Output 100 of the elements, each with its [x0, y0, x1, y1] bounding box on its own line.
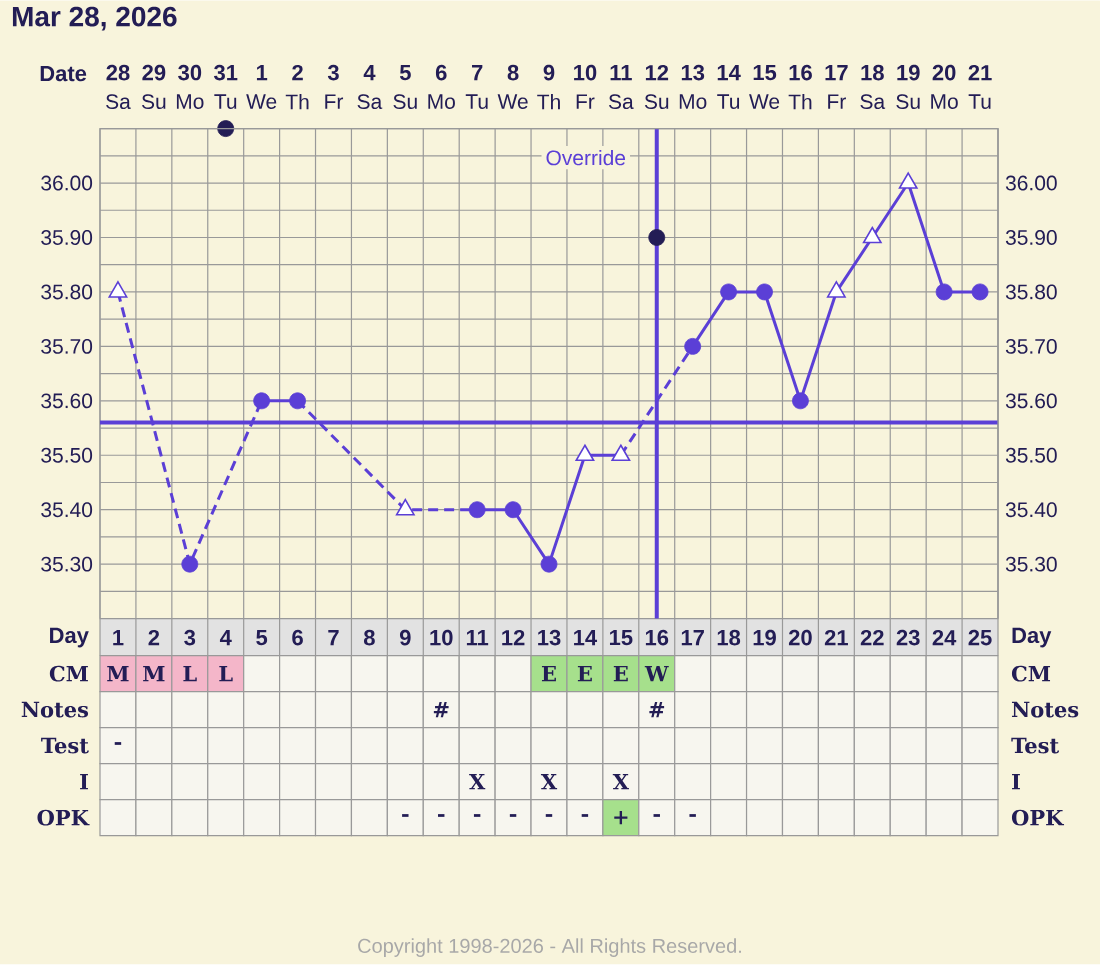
- category-label: OPK: [1011, 809, 1065, 826]
- ref-line-label: Override: [546, 150, 626, 166]
- x2-tick-label: 15: [753, 65, 777, 81]
- text: Day: [1012, 627, 1052, 648]
- text: Th: [537, 94, 560, 110]
- y2-tick-label: 35.60: [1005, 393, 1057, 409]
- y2-tick-label: 35.70: [1005, 339, 1057, 355]
- x2-tick-label: 12: [645, 65, 669, 81]
- text: Tu: [968, 94, 991, 110]
- x2-tick-label: 3: [327, 65, 339, 81]
- text: We: [497, 94, 528, 110]
- text: Fr: [576, 94, 595, 110]
- x2-tick-label: 31: [214, 65, 238, 81]
- y2-tick-label: 36.00: [1005, 175, 1057, 191]
- x-tick-label: 9: [399, 630, 411, 646]
- x2-tick-label: 9: [543, 65, 555, 81]
- text: Sa: [860, 94, 886, 110]
- y-tick-label: 35.80: [41, 284, 93, 300]
- x-tick-label: 3: [184, 630, 196, 646]
- category-label: CM: [49, 665, 88, 682]
- text: W: [644, 666, 669, 682]
- text: X: [540, 774, 558, 790]
- y-tick-label: 35.60: [41, 393, 93, 409]
- point: [504, 501, 522, 519]
- x-tick-label: 4: [219, 630, 232, 646]
- x2-tick-label: 29: [142, 65, 166, 81]
- x-tick-label: 10: [430, 630, 453, 646]
- text: L: [183, 666, 197, 682]
- x2-tick-label: 18: [861, 65, 884, 81]
- x-tick-label: 13: [538, 630, 561, 646]
- x2-tick-label: 7: [472, 65, 483, 81]
- text: -: [545, 814, 553, 818]
- y2-tick-label: 35.80: [1005, 284, 1057, 300]
- y-tick-label: 35.90: [41, 230, 93, 246]
- x-tick-label: 6: [292, 630, 303, 646]
- chart-title: Mar 28, 2026: [12, 6, 177, 31]
- text: Mo: [428, 94, 455, 110]
- text: Th: [285, 94, 309, 110]
- point: [684, 338, 702, 355]
- x-tick-label: 22: [860, 630, 884, 646]
- x-tick-label: 25: [968, 630, 992, 646]
- x-tick-label: 21: [824, 630, 848, 646]
- text: Sa: [106, 94, 131, 110]
- point: [253, 392, 271, 410]
- x-tick-label: 1: [113, 630, 124, 646]
- x2-tick-label: 16: [789, 65, 812, 81]
- text: Mo: [176, 94, 204, 110]
- x-tick-label: 14: [574, 630, 598, 646]
- category-label: Notes: [21, 702, 89, 718]
- text: Tu: [465, 94, 488, 110]
- category-label: I: [1012, 774, 1020, 790]
- text: -: [653, 814, 660, 818]
- text: Tu: [717, 94, 740, 110]
- text: E: [577, 666, 592, 682]
- x-tick-label: 23: [896, 630, 920, 646]
- x2-tick-label: 13: [681, 65, 705, 81]
- point: [720, 283, 737, 301]
- text: E: [541, 666, 556, 682]
- text: #: [649, 702, 665, 718]
- text: Tu: [214, 94, 237, 110]
- y2-tick-label: 35.50: [1005, 448, 1057, 463]
- point: [181, 555, 199, 573]
- text: We: [246, 94, 277, 110]
- text: Mo: [931, 94, 958, 110]
- text: Su: [644, 94, 669, 110]
- x-tick-label: 19: [753, 630, 776, 646]
- point: [648, 229, 666, 247]
- x2-tick-label: 21: [968, 65, 992, 81]
- point: [971, 283, 989, 301]
- text: L: [219, 666, 233, 682]
- y-tick-label: 36.00: [41, 175, 93, 191]
- text: #: [433, 702, 449, 718]
- x-axis-title: Day: [50, 627, 89, 648]
- x2-tick-label: 10: [574, 65, 597, 81]
- x-tick-label: 17: [681, 630, 704, 646]
- text: -: [473, 814, 481, 818]
- y2-tick-label: 35.30: [1005, 556, 1057, 572]
- text: E: [613, 666, 628, 682]
- category-label: Test: [41, 738, 89, 754]
- text: Sa: [357, 94, 383, 110]
- text: X: [469, 774, 486, 790]
- x-tick-label: 11: [466, 630, 489, 646]
- x2-tick-label: 20: [932, 65, 956, 81]
- point: [792, 392, 809, 410]
- x2-tick-label: 11: [610, 65, 632, 81]
- text: M: [143, 666, 165, 682]
- text: -: [114, 742, 122, 746]
- x2-tick-label: 8: [507, 65, 519, 81]
- x-tick-label: 12: [502, 630, 525, 646]
- x2-tick-label: 4: [363, 65, 376, 81]
- x2-tick-label: 30: [178, 65, 202, 81]
- x-tick-label: 18: [717, 630, 741, 646]
- text: M: [107, 666, 129, 682]
- text: Su: [896, 94, 920, 110]
- text: Th: [788, 94, 812, 110]
- text: +: [614, 811, 628, 825]
- text: Fr: [828, 94, 846, 110]
- point: [935, 283, 953, 301]
- y2-tick-label: 35.40: [1005, 502, 1057, 518]
- x2-axis-title: Date: [40, 66, 87, 82]
